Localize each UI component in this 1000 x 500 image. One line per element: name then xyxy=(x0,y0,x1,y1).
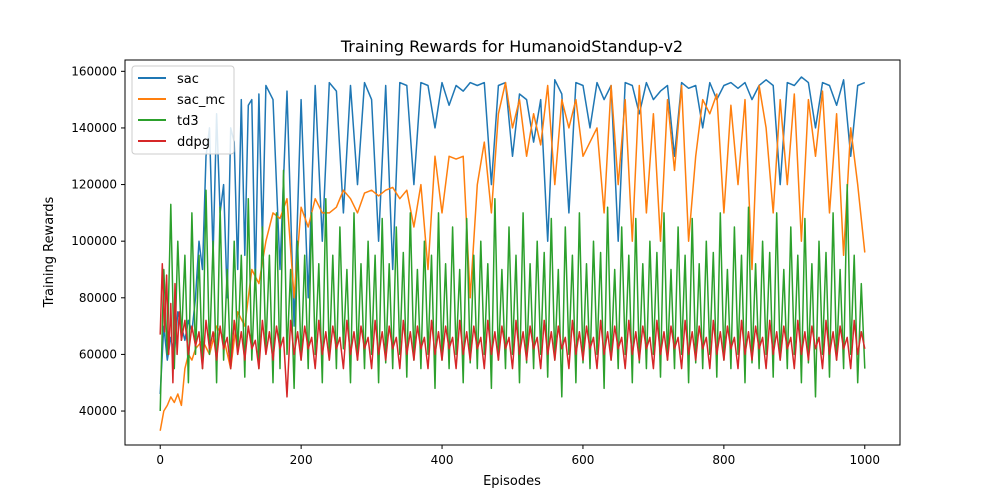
y-tick-label: 140000 xyxy=(71,121,117,135)
legend: sac sac_mc td3 ddpg xyxy=(131,65,235,155)
x-tick-label: 0 xyxy=(156,453,164,467)
legend-label-sac: sac xyxy=(177,72,199,87)
series-layer xyxy=(159,76,866,431)
legend-label-sac-mc: sac_mc xyxy=(177,93,225,108)
x-tick-label: 200 xyxy=(290,453,313,467)
y-axis-title: Training Rewards xyxy=(42,196,57,308)
y-tick-label: 80000 xyxy=(79,291,117,305)
x-axis: 0 200 400 600 800 1000 xyxy=(156,445,880,467)
series-line-td3 xyxy=(159,169,866,412)
series-line-ddpg xyxy=(159,263,866,398)
x-tick-label: 800 xyxy=(712,453,735,467)
y-tick-label: 60000 xyxy=(79,347,117,361)
series-line-sac-mc xyxy=(159,81,866,431)
y-tick-label: 40000 xyxy=(79,404,117,418)
legend-label-td3: td3 xyxy=(177,114,199,129)
legend-box xyxy=(131,65,235,155)
y-tick-label: 100000 xyxy=(71,234,117,248)
x-tick-label: 400 xyxy=(431,453,454,467)
y-axis: 40000 60000 80000 100000 120000 140000 160000 xyxy=(71,64,125,418)
y-tick-label: 120000 xyxy=(71,178,117,192)
x-tick-label: 600 xyxy=(572,453,595,467)
plot-frame xyxy=(124,59,901,446)
y-tick-label: 160000 xyxy=(71,64,117,78)
x-tick-label: 1000 xyxy=(849,453,880,467)
legend-label-ddpg: ddpg xyxy=(177,135,210,150)
x-axis-title: Episodes xyxy=(483,474,541,489)
chart-title: Training Rewards for HumanoidStandup-v2 xyxy=(340,37,683,56)
